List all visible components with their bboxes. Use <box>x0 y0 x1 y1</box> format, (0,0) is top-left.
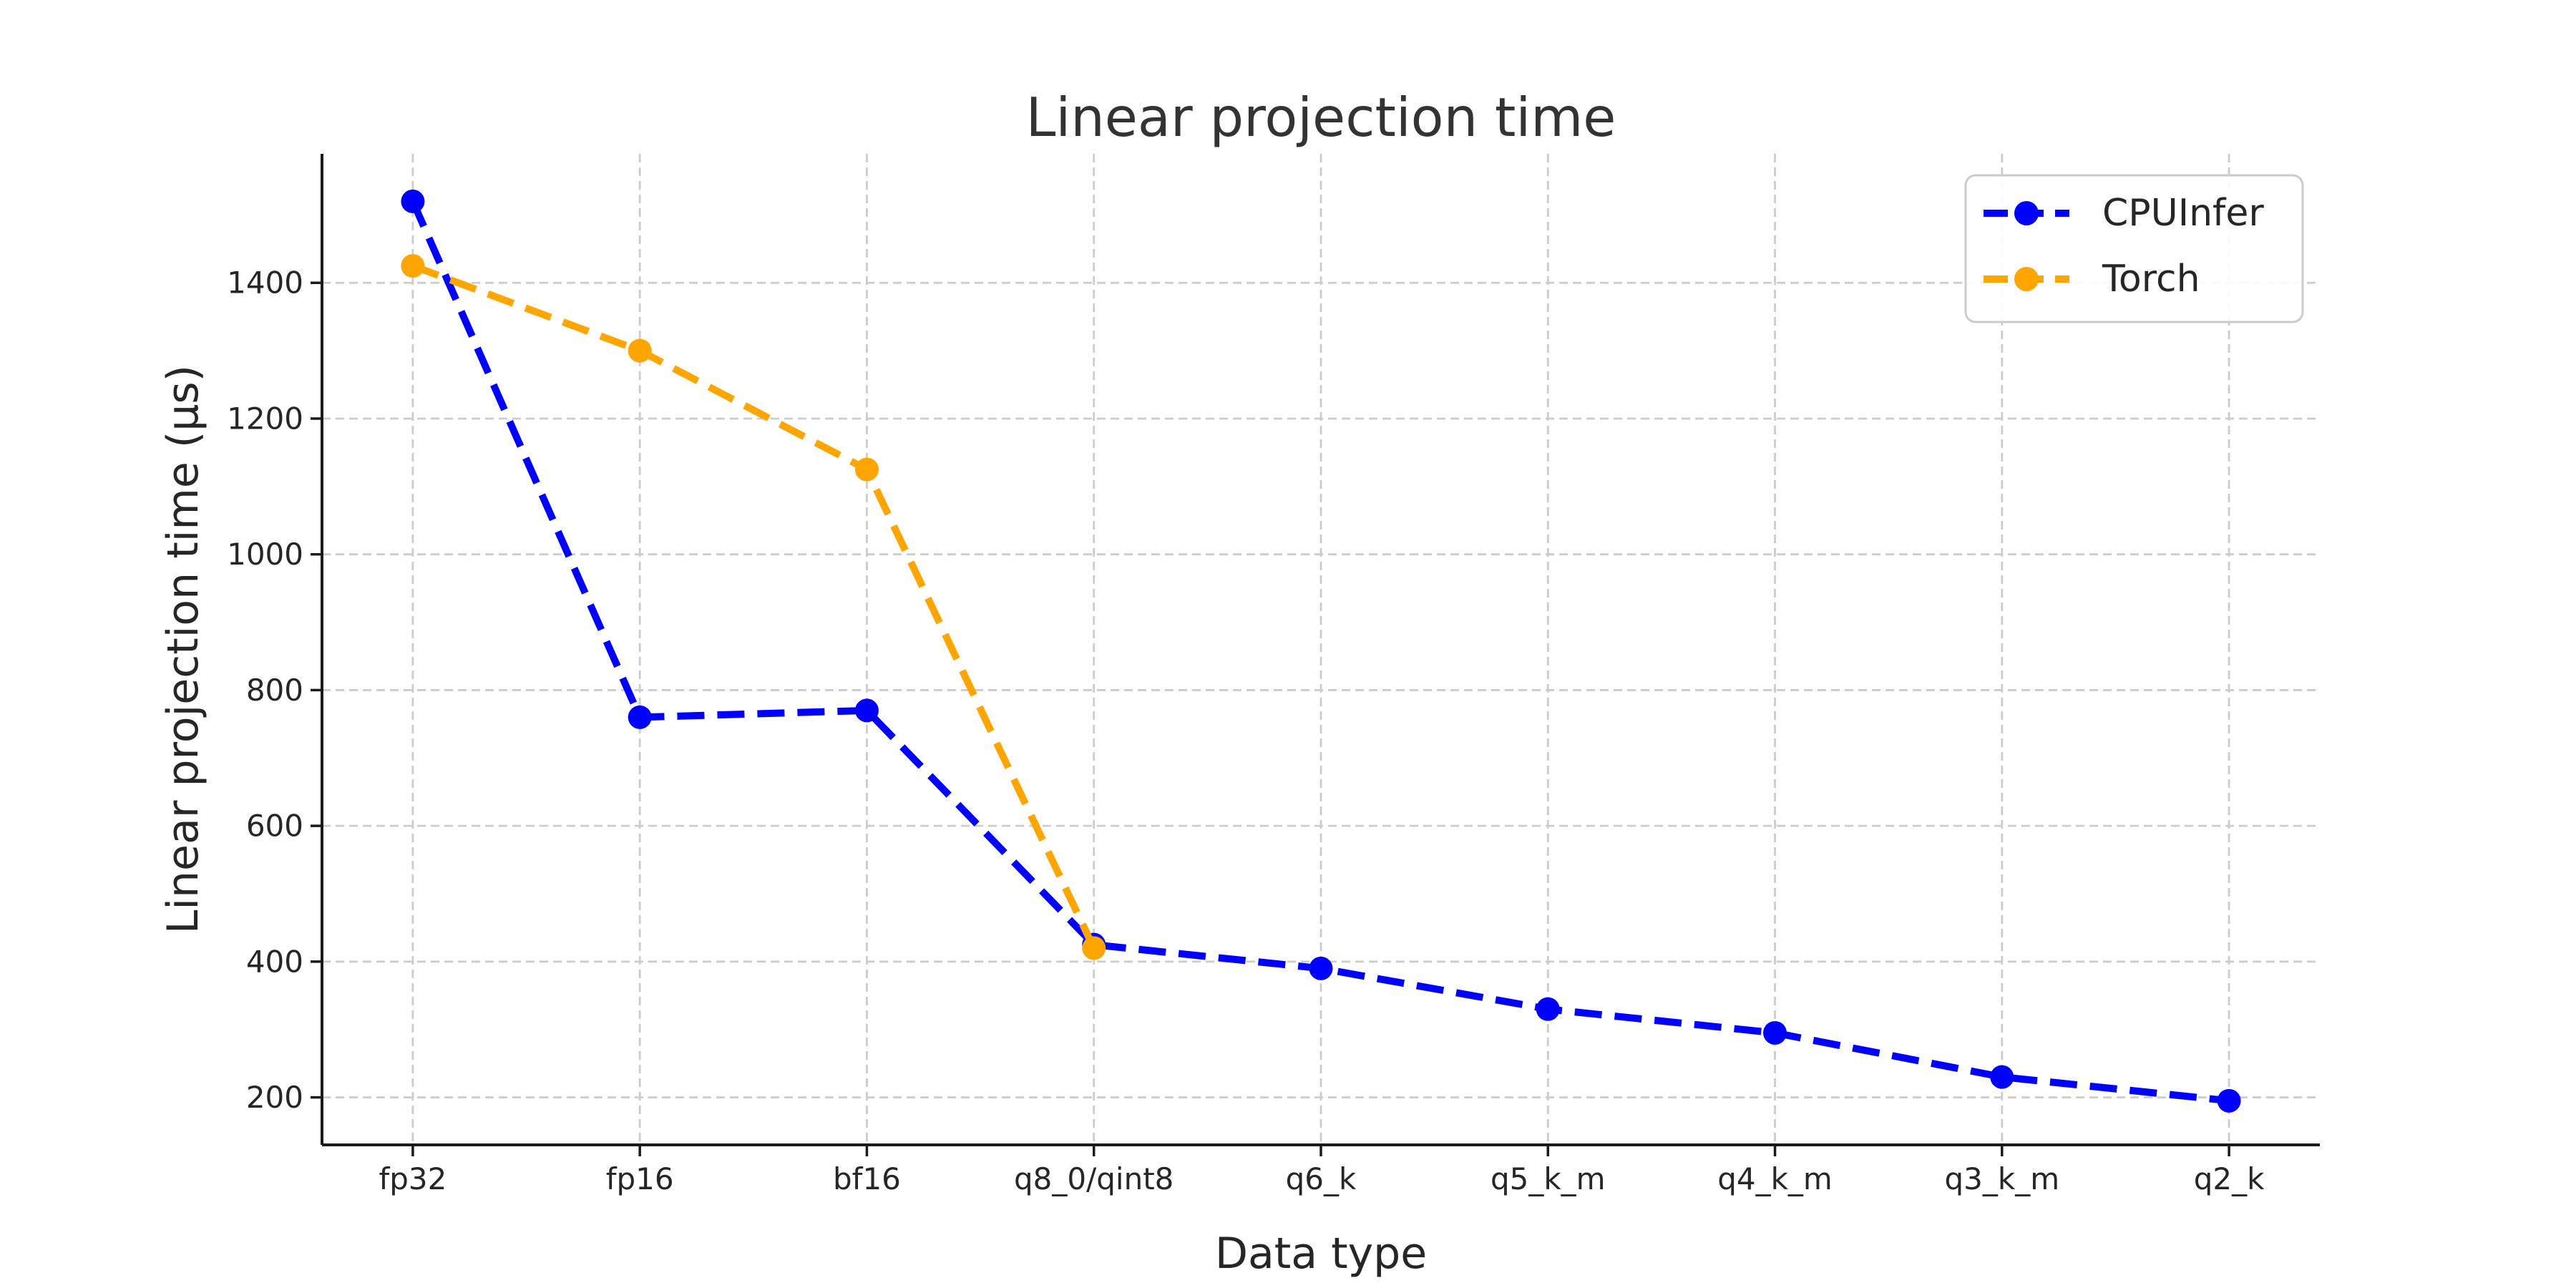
series-marker-cpuinfer <box>854 698 879 723</box>
chart-title: Linear projection time <box>1026 86 1616 149</box>
legend-box <box>1964 174 2304 323</box>
series-marker-cpuinfer <box>1536 997 1560 1021</box>
y-tick-label: 400 <box>246 944 303 979</box>
series-marker-cpuinfer <box>2217 1088 2241 1113</box>
legend-sample-marker-cpuinfer <box>2014 201 2039 225</box>
x-tick-label: fp16 <box>606 1161 674 1196</box>
series-marker-cpuinfer <box>1763 1020 1787 1045</box>
series-marker-cpuinfer <box>1309 956 1333 980</box>
x-axis-label: Data type <box>1215 1229 1427 1279</box>
legend-label-torch: Torch <box>2102 258 2200 301</box>
y-tick-label: 1400 <box>227 265 303 301</box>
series-marker-torch <box>1082 936 1106 960</box>
series-marker-cpuinfer <box>628 705 652 729</box>
legend-label-cpuinfer: CPUInfer <box>2102 192 2264 235</box>
x-tick-label: q5_k_m <box>1491 1161 1606 1196</box>
series-marker-cpuinfer <box>401 189 425 213</box>
x-tick-label: q3_k_m <box>1945 1161 2060 1196</box>
series-line-torch <box>411 262 1098 950</box>
y-axis-label: Linear projection time (µs) <box>158 365 208 934</box>
y-tick-label: 1000 <box>227 537 303 572</box>
series-marker-torch <box>628 338 652 363</box>
y-tick-label: 200 <box>246 1080 303 1115</box>
series-marker-torch <box>401 254 425 278</box>
x-tick-label: q2_k <box>2194 1161 2265 1196</box>
x-tick-label: fp32 <box>379 1161 447 1196</box>
series-marker-torch <box>854 457 879 482</box>
x-tick-label: q6_k <box>1286 1161 1357 1196</box>
y-tick-label: 600 <box>246 809 303 844</box>
legend-sample-marker-torch <box>2014 267 2039 291</box>
x-tick-label: q8_0/qint8 <box>1014 1161 1174 1196</box>
series-marker-cpuinfer <box>1990 1065 2014 1089</box>
x-tick-label: q4_k_m <box>1717 1161 1833 1196</box>
y-tick-label: 1200 <box>227 401 303 436</box>
y-tick-label: 800 <box>246 673 303 708</box>
x-tick-label: bf16 <box>833 1161 901 1196</box>
